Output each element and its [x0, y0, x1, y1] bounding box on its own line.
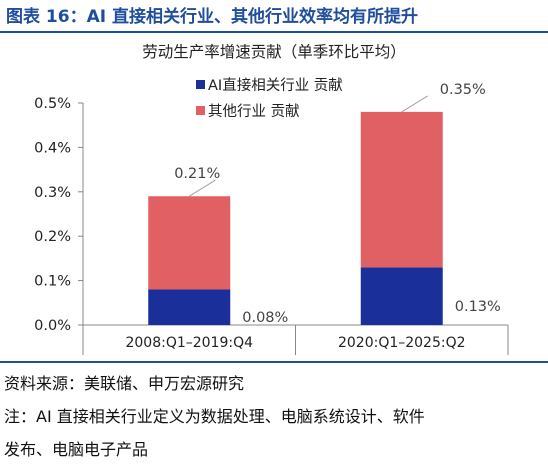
y-tick-label: 0.3%	[34, 185, 71, 201]
bar-segment-ai	[148, 289, 231, 325]
ai-value-label: 0.08%	[242, 310, 288, 326]
y-tick-label: 0.1%	[34, 274, 71, 290]
footer-rule	[0, 361, 548, 363]
title-rule	[0, 31, 548, 33]
axes: 0.0% 0.1% 0.2% 0.3% 0.4% 0.5% 2008:Q1–2019:Q4 2…	[34, 96, 509, 355]
y-tick-label: 0.5%	[34, 96, 71, 112]
legend-swatch-other	[196, 106, 205, 115]
legend: AI直接相关行业 贡献 其他行业 贡献	[196, 77, 343, 120]
total-value-label: 0.21%	[174, 166, 220, 182]
figure-title: 图表 16：AI 直接相关行业、其他行业效率均有所提升	[6, 7, 418, 27]
footnote-line-1: 注：AI 直接相关行业定义为数据处理、电脑系统设计、软件	[4, 407, 425, 426]
ai-value-label: 0.13%	[455, 299, 501, 315]
y-tick-label: 0.0%	[34, 318, 71, 334]
chart: 劳动生产率增速贡献（单季环比平均） AI直接相关行业 贡献 其他行业 贡献 0.…	[34, 43, 509, 355]
chart-title: 劳动生产率增速贡献（单季环比平均）	[142, 43, 406, 61]
x-tick-label: 2020:Q1–2025:Q2	[338, 335, 466, 351]
bar-segment-other	[360, 111, 443, 268]
bars	[148, 111, 443, 325]
legend-swatch-ai	[196, 80, 205, 89]
y-tick-label: 0.2%	[34, 229, 71, 245]
total-value-label: 0.35%	[440, 82, 486, 98]
bar-segment-other	[148, 196, 231, 290]
legend-label-other: 其他行业 贡献	[208, 103, 300, 120]
footnote-line-2: 发布、电脑电子产品	[4, 440, 149, 459]
total-leader-line	[188, 179, 216, 197]
source-note: 资料来源：美联储、申万宏源研究	[4, 374, 245, 393]
y-tick-label: 0.4%	[34, 140, 71, 156]
bar-segment-ai	[360, 267, 443, 325]
legend-label-ai: AI直接相关行业 贡献	[208, 77, 343, 94]
total-leader-line	[401, 95, 429, 113]
x-tick-label: 2008:Q1–2019:Q4	[125, 335, 253, 351]
data-labels: 0.21% 0.08% 0.35% 0.13%	[174, 82, 501, 326]
